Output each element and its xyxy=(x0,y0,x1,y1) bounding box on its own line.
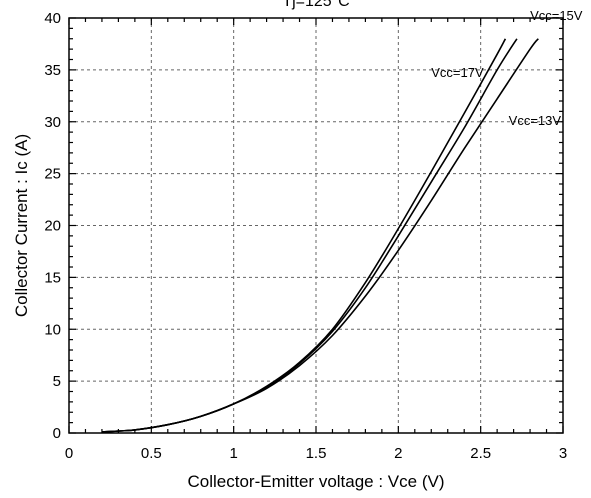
x-axis-label: Collector-Emitter voltage : Vce (V) xyxy=(188,472,445,491)
y-axis-label: Collector Current : Ic (A) xyxy=(12,134,31,317)
chart-title: Tj=125°C xyxy=(282,0,349,10)
y-tick-label: 40 xyxy=(44,10,61,27)
y-tick-label: 20 xyxy=(44,218,61,235)
y-tick-label: 0 xyxy=(53,425,61,442)
x-tick-label: 0.5 xyxy=(141,445,162,462)
series xyxy=(101,38,539,433)
x-tick-label: 0 xyxy=(65,445,73,462)
y-tick-label: 30 xyxy=(44,114,61,131)
series-annotation: Vcc=15V xyxy=(530,8,583,23)
y-tick-label: 25 xyxy=(44,166,61,183)
x-tick-labels: 0 0.5 1 1.5 2 2.5 3 xyxy=(65,445,567,462)
x-tick-label: 2.5 xyxy=(470,445,491,462)
annotations: Vcc=15V Vcc=17V Vcc=13V xyxy=(431,8,583,128)
x-tick-label: 2 xyxy=(394,445,402,462)
grid xyxy=(69,18,563,433)
y-tick-label: 35 xyxy=(44,62,61,79)
series-line xyxy=(101,38,507,433)
y-tick-label: 15 xyxy=(44,269,61,286)
series-annotation: Vcc=17V xyxy=(431,65,484,80)
series-line xyxy=(101,38,539,433)
series-line xyxy=(101,38,518,433)
x-tick-label: 1 xyxy=(229,445,237,462)
x-tick-label: 1.5 xyxy=(306,445,327,462)
y-tick-labels: 0 5 10 15 20 25 30 35 40 xyxy=(44,10,61,442)
x-tick-label: 3 xyxy=(559,445,567,462)
y-tick-label: 10 xyxy=(44,321,61,338)
series-annotation: Vcc=13V xyxy=(509,113,562,128)
y-tick-label: 5 xyxy=(53,373,61,390)
